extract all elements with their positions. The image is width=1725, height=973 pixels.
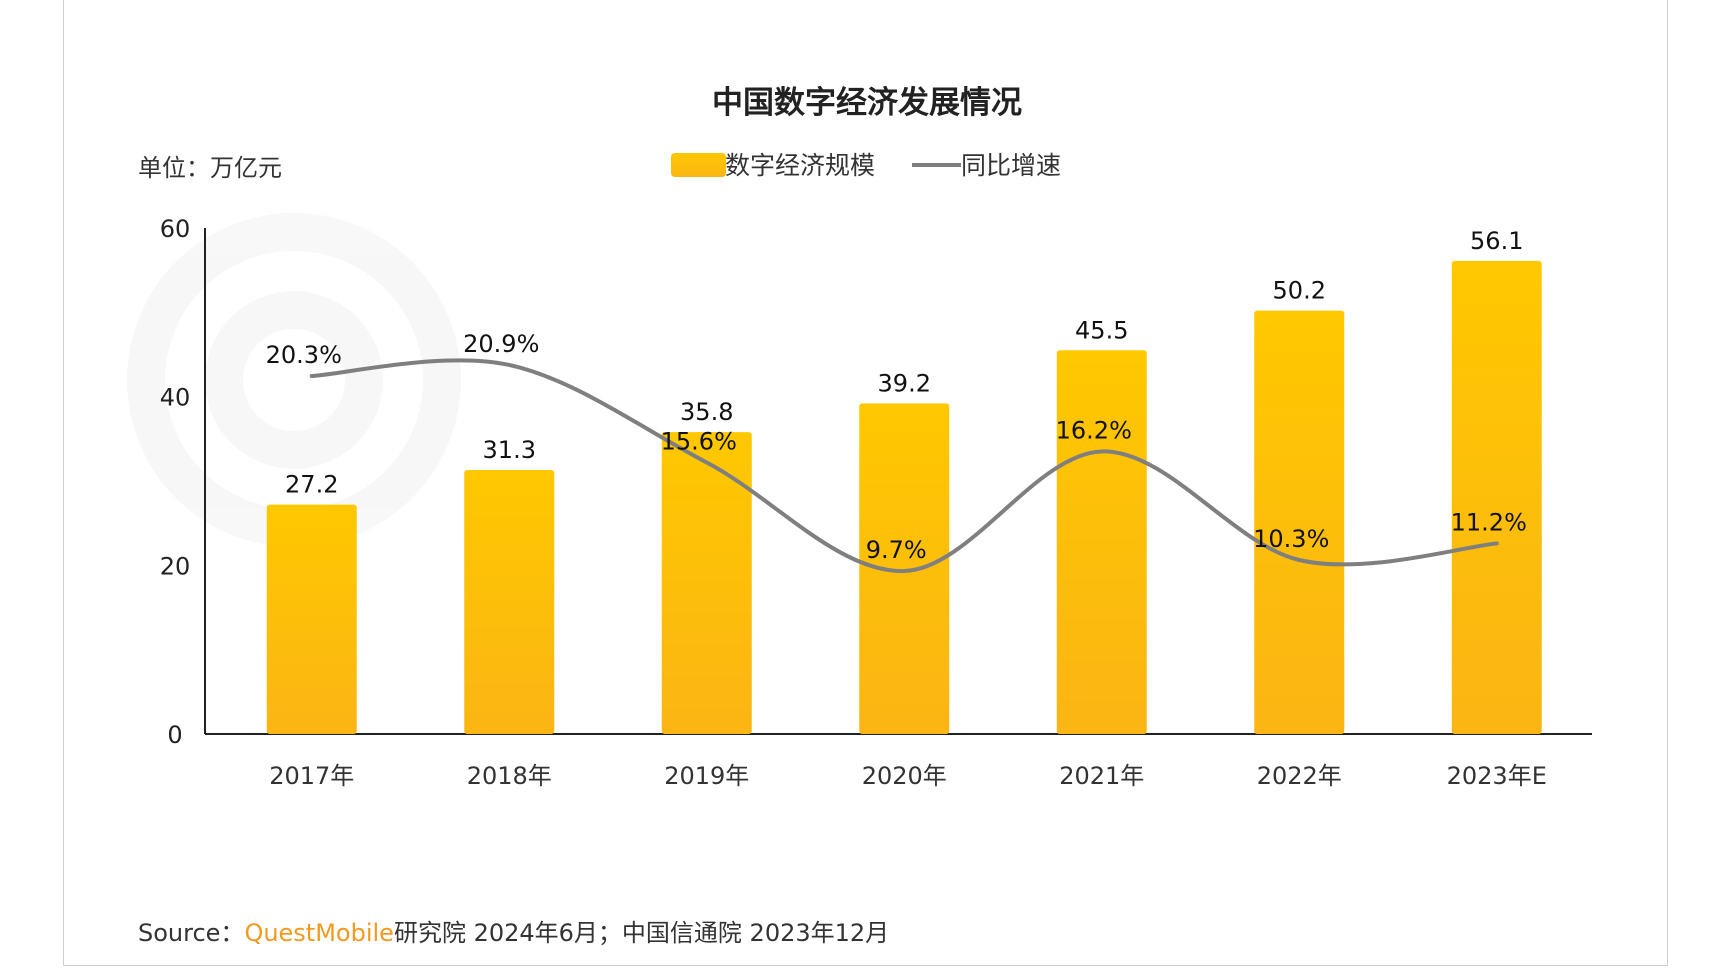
bar-value-label: 56.1 — [1470, 227, 1523, 255]
bar — [1451, 260, 1542, 734]
y-tick-label: 0 — [167, 721, 182, 749]
growth-line-series — [309, 358, 1499, 574]
x-tick-label: 2021年 — [1059, 762, 1144, 790]
x-tick-label: 2020年 — [862, 762, 947, 790]
bar-value-labels: 27.2 31.3 35.8 39.2 45.5 50.2 56.1 — [285, 227, 1523, 499]
growth-value-label: 9.7% — [866, 536, 927, 564]
growth-value-label: 15.6% — [661, 427, 737, 455]
bar — [859, 403, 950, 734]
bar — [1254, 310, 1345, 734]
bar — [266, 504, 357, 734]
legend-line-label: 同比增速 — [961, 151, 1061, 180]
bar-value-label: 27.2 — [285, 471, 338, 499]
x-tick-label: 2018年 — [467, 762, 552, 790]
bar — [1056, 350, 1147, 734]
category-labels: 2017年 2018年 2019年 2020年 2021年 2022年 2023年E — [269, 762, 1547, 790]
growth-value-label: 11.2% — [1451, 508, 1527, 536]
unit-label: 单位：万亿元 — [138, 154, 282, 182]
y-tick-label: 40 — [160, 384, 191, 412]
growth-value-labels: 20.3% 20.9% 15.6% 9.7% 16.2% 10.3% 11.2% — [266, 330, 1527, 564]
bar — [661, 432, 752, 734]
x-tick-label: 2017年 — [269, 762, 354, 790]
chart-title: 中国数字经济发展情况 — [712, 85, 1022, 121]
chart: 中国数字经济发展情况 单位：万亿元 数字经济规模 同比增速 0 20 40 60 27… — [127, 85, 1592, 790]
bar-value-label: 39.2 — [878, 369, 931, 397]
growth-value-label: 20.9% — [463, 330, 539, 358]
source-note: Source：QuestMobile研究院 2024年6月；中国信通院 2023… — [138, 913, 889, 948]
chart-card: 中国数字经济发展情况 单位：万亿元 数字经济规模 同比增速 0 20 40 60 27… — [63, 0, 1668, 966]
legend: 数字经济规模 同比增速 — [671, 151, 1061, 180]
growth-line — [309, 358, 1499, 574]
source-prefix: Source： — [138, 919, 245, 947]
x-tick-label: 2023年E — [1447, 762, 1547, 790]
x-tick-label: 2022年 — [1257, 762, 1342, 790]
bar — [464, 470, 555, 734]
legend-bar-label: 数字经济规模 — [725, 151, 875, 180]
bar-value-label: 45.5 — [1075, 316, 1128, 344]
y-tick-label: 60 — [160, 215, 191, 243]
growth-value-label: 16.2% — [1056, 416, 1132, 444]
bar-series — [266, 260, 1542, 734]
bar-value-label: 50.2 — [1273, 277, 1326, 305]
growth-value-label: 20.3% — [266, 341, 342, 369]
bar-value-label: 35.8 — [680, 398, 733, 426]
y-tick-label: 20 — [160, 552, 191, 580]
growth-value-label: 10.3% — [1253, 525, 1329, 553]
legend-bar-swatch — [671, 153, 726, 177]
source-brand: QuestMobile — [244, 919, 394, 947]
bar-value-label: 31.3 — [483, 436, 536, 464]
source-rest: 研究院 2024年6月；中国信通院 2023年12月 — [393, 919, 890, 947]
x-tick-label: 2019年 — [664, 762, 749, 790]
